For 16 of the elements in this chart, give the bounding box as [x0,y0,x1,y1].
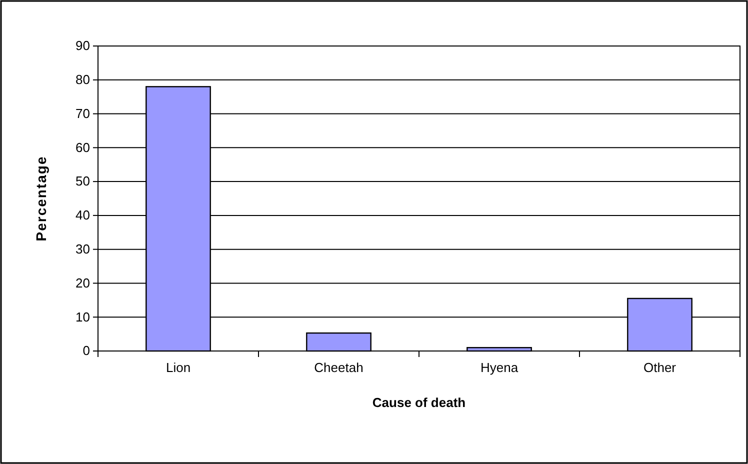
y-tick-label: 70 [76,106,90,121]
y-tick-label: 50 [76,174,90,189]
y-tick-label: 30 [76,241,90,256]
y-tick-label: 20 [76,275,90,290]
y-tick-label: 0 [82,343,90,358]
y-tick-label: 40 [76,208,90,223]
y-tick-label: 90 [76,38,90,54]
y-tick-label: 10 [76,309,90,324]
x-axis-title: Cause of death [372,395,466,410]
x-tick-label: Cheetah [314,360,364,376]
x-tick-label: Other [643,360,677,376]
y-tick-label: 80 [76,72,90,88]
x-tick-label: Lion [166,360,191,376]
y-axis-title: Percentage [33,156,49,242]
x-tick-label: Hyena [480,360,519,376]
y-tick-label: 60 [76,140,90,155]
